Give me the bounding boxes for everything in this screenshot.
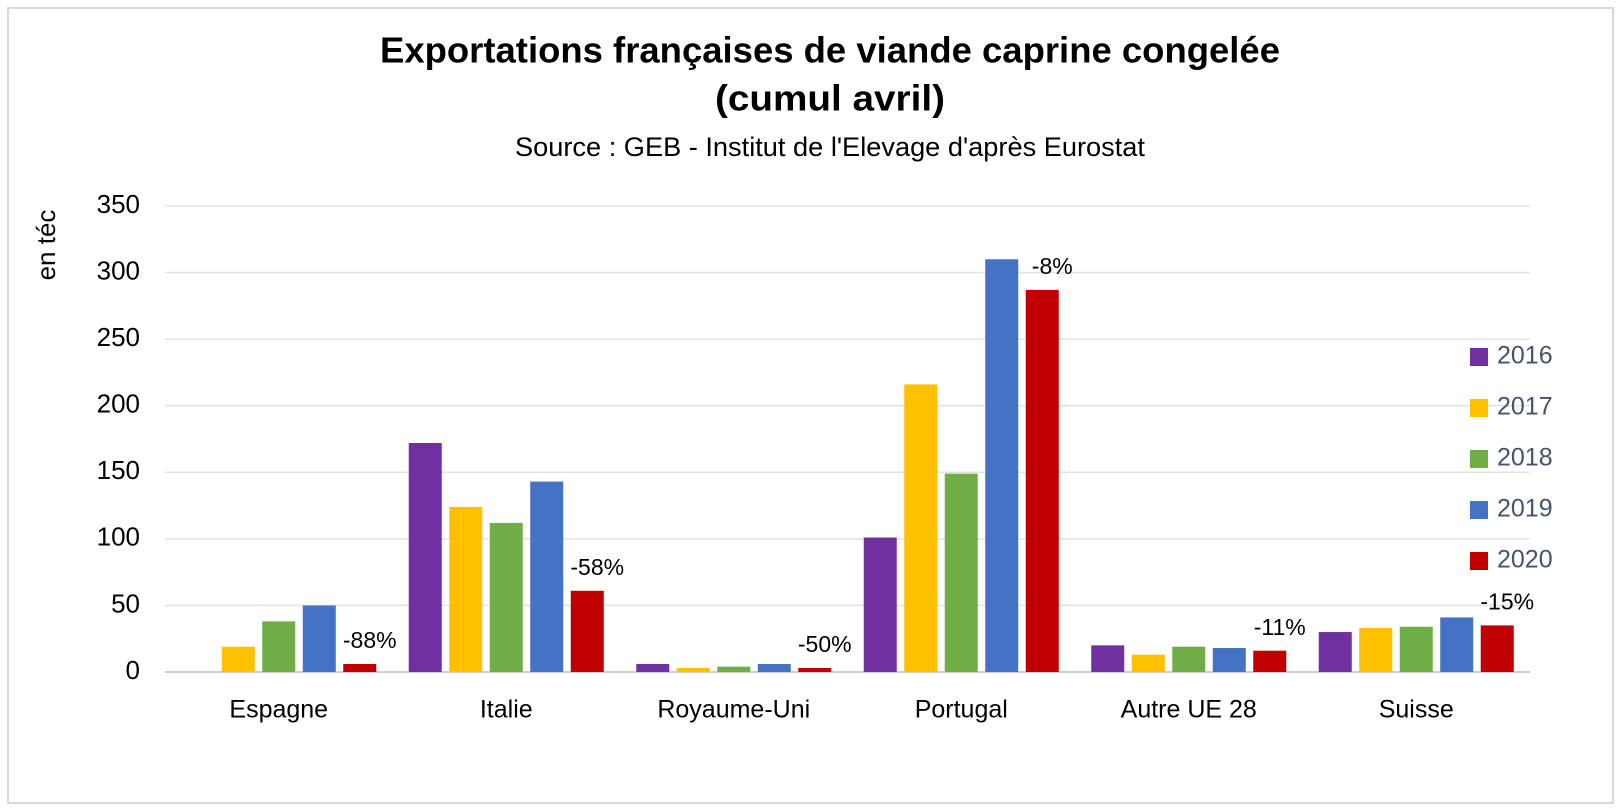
chart-title-line2: (cumul avril) [715,78,945,119]
bar [570,590,604,672]
bar [449,506,483,672]
x-tick-label: Portugal [915,696,1008,724]
y-tick-label: 150 [97,455,140,485]
legend-swatch [1470,450,1488,468]
bar [636,664,670,672]
chart-subtitle: Source : GEB - Institut de l'Elevage d'a… [515,132,1145,162]
bar [530,481,564,672]
legend-label: 2016 [1497,342,1553,370]
legend-label: 2020 [1497,546,1553,574]
x-tick-label: Royaume-Uni [657,696,810,724]
bar [262,621,296,672]
bar [676,668,710,672]
bar [1172,646,1206,672]
y-tick-label: 200 [97,389,140,419]
bar [717,666,751,672]
bar [985,259,1019,672]
change-label: -15% [1480,588,1534,614]
legend-label: 2019 [1497,495,1553,523]
bar [1318,632,1352,672]
bar [1359,628,1393,672]
legend-label: 2017 [1497,393,1553,421]
bar [302,605,336,672]
bar [408,442,442,672]
legend-swatch [1470,348,1488,366]
bar [1025,289,1059,672]
legend-label: 2018 [1497,444,1553,472]
bar [1131,654,1165,672]
bar [489,522,523,672]
bar [904,384,938,672]
y-tick-label: 50 [111,588,140,618]
x-tick-label: Suisse [1379,696,1454,724]
change-label: -11% [1254,614,1306,640]
x-tick-label: Autre UE 28 [1121,696,1257,724]
y-axis-label: en téc [31,210,61,281]
change-label: -8% [1032,253,1073,279]
bar [757,664,791,672]
bar [1399,626,1433,672]
legend-swatch [1470,552,1488,570]
x-tick-label: Italie [480,696,533,724]
change-label: -50% [798,631,852,657]
bar [863,537,897,672]
legend-swatch [1470,501,1488,519]
x-tick-label: Espagne [229,696,328,724]
y-tick-label: 250 [97,322,140,352]
y-tick-label: 300 [97,255,140,285]
bar [1480,625,1514,672]
chart-title: Exportations françaises de viande caprin… [380,30,1280,71]
bar [944,473,978,672]
bar [221,646,255,672]
bar [1253,650,1287,672]
y-tick-label: 0 [126,655,140,685]
change-label: -58% [570,554,624,580]
bar [798,668,832,672]
y-tick-label: 350 [97,189,140,219]
bar [343,664,377,672]
y-tick-label: 100 [97,522,140,552]
bar [1212,648,1246,672]
bar [1091,645,1125,672]
legend-swatch [1470,399,1488,417]
bar [1440,617,1474,672]
change-label: -88% [343,627,397,653]
